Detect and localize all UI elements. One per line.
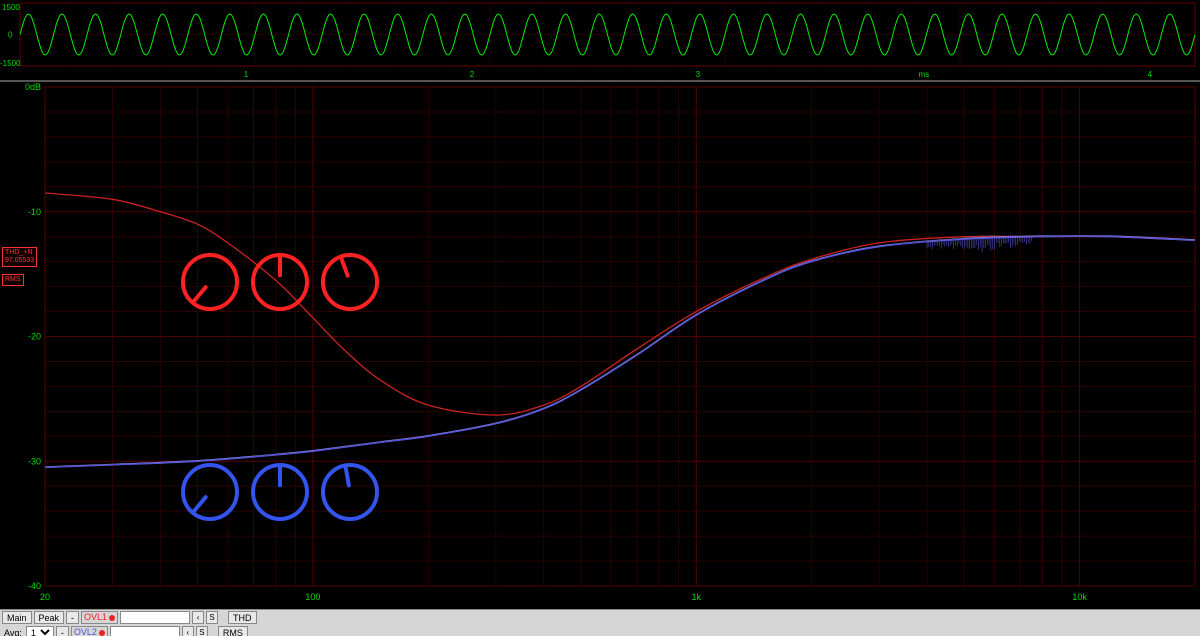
ovl1-prev-button[interactable]: ‹ [192, 611, 204, 624]
svg-text:-30: -30 [28, 456, 41, 466]
thd-readout: THD_+N 97.05533 [2, 247, 37, 267]
svg-text:0: 0 [8, 31, 13, 40]
ovl2-s-button[interactable]: S [196, 626, 208, 636]
svg-text:0dB: 0dB [25, 82, 41, 92]
avg-select[interactable]: 1 [26, 626, 54, 636]
svg-text:1k: 1k [692, 592, 702, 602]
main-button[interactable]: Main [2, 611, 32, 624]
record-dot-1 [109, 615, 115, 621]
thd-title: THD_+N [5, 249, 32, 256]
frequency-plot-svg: 20 100 1k 10k 0dB -10 -20 -30 -40 [0, 82, 1200, 606]
svg-text:2: 2 [470, 70, 475, 79]
rms-readout: RMS [2, 274, 24, 286]
svg-text:ms: ms [919, 70, 930, 79]
svg-text:1: 1 [244, 70, 249, 79]
ovl2-input[interactable] [110, 626, 180, 636]
svg-text:-40: -40 [28, 581, 41, 591]
rms-label: RMS [5, 276, 21, 283]
toolbar-row-2: Avg: 1 - OVL2 ‹ S RMS [0, 625, 1200, 636]
ovl2-text: OVL2 [74, 627, 97, 636]
rms-button[interactable]: RMS [218, 626, 248, 636]
toolbar-row-1: Main Peak - OVL1 ‹ S THD [0, 610, 1200, 625]
ovl1-label[interactable]: OVL1 [81, 611, 118, 624]
svg-text:-10: -10 [28, 207, 41, 217]
oscilloscope-svg: 1500 0 -1500 1 2 3 ms 4 [0, 0, 1200, 80]
dash-button-2[interactable]: - [56, 626, 69, 636]
toolbar: Main Peak - OVL1 ‹ S THD Avg: 1 - OVL2 [0, 609, 1200, 636]
svg-text:10k: 10k [1072, 592, 1087, 602]
avg-label: Avg: [2, 628, 24, 636]
svg-text:100: 100 [305, 592, 320, 602]
svg-text:4: 4 [1148, 70, 1153, 79]
svg-text:-1500: -1500 [0, 59, 21, 68]
svg-text:1500: 1500 [2, 3, 20, 12]
dash-button-1[interactable]: - [66, 611, 79, 624]
frequency-plot: 20 100 1k 10k 0dB -10 -20 -30 -40 THD_+N 97.0553… [0, 82, 1200, 609]
ovl2-label[interactable]: OVL2 [71, 626, 108, 636]
svg-text:-20: -20 [28, 332, 41, 342]
oscilloscope-panel: 1500 0 -1500 1 2 3 ms 4 [0, 0, 1200, 82]
ovl1-text: OVL1 [84, 612, 107, 623]
svg-text:3: 3 [696, 70, 701, 79]
ovl1-s-button[interactable]: S [206, 611, 218, 624]
ovl1-input[interactable] [120, 611, 190, 624]
thd-button[interactable]: THD [228, 611, 257, 624]
thd-value: 97.05533 [5, 257, 34, 264]
svg-text:20: 20 [40, 592, 50, 602]
peak-button[interactable]: Peak [34, 611, 65, 624]
ovl2-prev-button[interactable]: ‹ [182, 626, 194, 636]
record-dot-2 [99, 630, 105, 636]
